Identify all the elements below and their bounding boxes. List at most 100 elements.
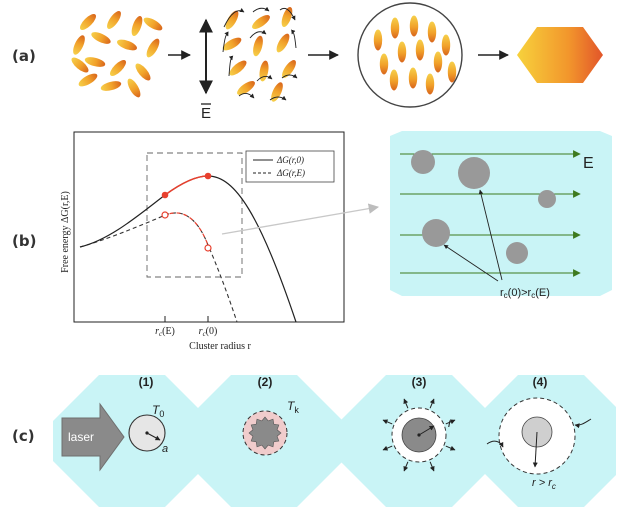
random-rod-7 bbox=[146, 38, 160, 58]
legend-label-dashed: ΔG(r,E) bbox=[276, 168, 305, 178]
panel-b-inset: E rc(0)>rc(E) bbox=[390, 131, 612, 300]
cluster-1 bbox=[411, 150, 435, 174]
laser-label: laser bbox=[68, 430, 94, 444]
aligned-rod-13 bbox=[447, 61, 457, 83]
step-3-number: (3) bbox=[412, 375, 427, 389]
random-rod-13 bbox=[127, 78, 141, 98]
rotating-rod-11 bbox=[271, 82, 283, 102]
rotation-arrow-9 bbox=[281, 73, 298, 79]
rotating-rod-1 bbox=[225, 10, 239, 30]
tick-label-rcE: rc(E) bbox=[155, 326, 175, 338]
step-2-number: (2) bbox=[258, 375, 273, 389]
aligned-rod-1 bbox=[373, 29, 383, 51]
expansion-arrow-4 bbox=[382, 445, 393, 451]
rotation-arrow-6 bbox=[291, 29, 297, 49]
aligned-rod-8 bbox=[415, 39, 425, 61]
inset-background bbox=[390, 131, 612, 296]
step-1-number: (1) bbox=[139, 375, 154, 389]
rotating-rod-2 bbox=[252, 15, 270, 29]
rotation-arrow-7 bbox=[228, 55, 234, 77]
random-rod-2 bbox=[107, 11, 121, 29]
rotating-rod-7 bbox=[229, 60, 247, 76]
expansion-arrow-7 bbox=[429, 398, 435, 409]
radius-pointer-2 bbox=[443, 244, 499, 282]
radius-pointer-1 bbox=[478, 189, 503, 281]
step-3-radius bbox=[418, 425, 435, 436]
aligned-rod-11 bbox=[408, 67, 418, 89]
random-rod-6 bbox=[117, 39, 137, 51]
rotation-arrow-3 bbox=[279, 7, 296, 21]
step-4-inflow-right bbox=[574, 418, 592, 429]
aligned-rod-9 bbox=[433, 51, 443, 73]
aligned-rod-2 bbox=[390, 17, 400, 39]
aligned-rod-6 bbox=[379, 53, 389, 75]
random-rod-11 bbox=[135, 63, 151, 81]
rotating-rod-6 bbox=[276, 33, 290, 53]
point-rcE-open bbox=[161, 211, 169, 219]
random-rod-15 bbox=[143, 17, 163, 31]
hexagonal-crystal bbox=[517, 27, 603, 83]
rotation-arrow-10 bbox=[238, 93, 255, 99]
random-rod-9 bbox=[110, 60, 126, 76]
step-4-condition: r > rc bbox=[532, 477, 556, 491]
field-label-a: E bbox=[201, 105, 211, 122]
point-rc0-open bbox=[204, 244, 212, 252]
panel-label-b: (b) bbox=[12, 232, 36, 250]
random-rods bbox=[71, 11, 163, 98]
step-1-temperature: T0 bbox=[152, 403, 164, 419]
expansion-arrow-3 bbox=[403, 461, 409, 472]
panel-label-a: (a) bbox=[12, 47, 36, 65]
step-4-radius bbox=[532, 431, 538, 468]
random-rod-8 bbox=[84, 57, 106, 67]
laser-arrow bbox=[61, 402, 125, 472]
random-rod-1 bbox=[80, 14, 96, 30]
panel-b-graph: rc(E) rc(0) Cluster radius r Free energy… bbox=[60, 131, 345, 352]
aligned-rods bbox=[373, 15, 457, 95]
expansion-arrow-8 bbox=[445, 419, 456, 425]
curve-dG-0-red-segment bbox=[164, 175, 209, 196]
step-2-melting-particle bbox=[248, 416, 282, 450]
random-rod-4 bbox=[91, 32, 111, 44]
tick-label-rc0: rc(0) bbox=[199, 326, 218, 338]
critical-radius-annotation: rc(0)>rc(E) bbox=[500, 287, 550, 300]
point-rc0-solid bbox=[204, 172, 212, 180]
step-4-inflow-left bbox=[486, 440, 504, 448]
legend: ΔG(r,0) ΔG(r,E) bbox=[245, 150, 335, 183]
rotation-arrow-5 bbox=[249, 29, 267, 39]
x-axis-label: Cluster radius r bbox=[189, 341, 251, 352]
random-rod-12 bbox=[100, 81, 122, 91]
cluster-4 bbox=[422, 219, 450, 247]
curve-dG-E bbox=[79, 212, 238, 323]
step-1-radius-label: a bbox=[162, 443, 168, 455]
expansion-arrow-2 bbox=[429, 461, 435, 472]
rotating-rod-4 bbox=[222, 37, 242, 51]
rotating-rods bbox=[222, 6, 298, 102]
rotation-arrow-1 bbox=[223, 7, 245, 28]
random-rod-3 bbox=[131, 16, 143, 36]
rotation-arrow-8 bbox=[256, 74, 273, 82]
zoom-connector-arrow bbox=[221, 203, 380, 235]
rotation-arrow-11 bbox=[269, 95, 287, 101]
graph-frame bbox=[73, 131, 345, 323]
point-rcE-solid bbox=[161, 191, 169, 199]
aligned-rod-12 bbox=[425, 73, 435, 95]
expansion-arrow-5 bbox=[382, 419, 393, 425]
rotating-rod-9 bbox=[282, 60, 296, 78]
expansion-arrow-1 bbox=[445, 445, 456, 451]
rotation-arrow-2 bbox=[252, 6, 270, 13]
step-1-radius bbox=[146, 432, 161, 441]
curve-dG-E-red-segment bbox=[162, 212, 209, 246]
legend-label-solid: ΔG(r,0) bbox=[276, 155, 304, 165]
y-axis-label: Free energy ΔG(r,E) bbox=[60, 191, 71, 273]
curve-dG-0 bbox=[79, 175, 297, 323]
rotating-rod-10 bbox=[237, 81, 255, 95]
rotating-rod-5 bbox=[253, 35, 263, 57]
expansion-arrow-6 bbox=[403, 398, 409, 409]
zoom-box bbox=[146, 152, 243, 278]
step-3-expansion-arrows bbox=[382, 398, 456, 472]
panel-label-c: (c) bbox=[12, 427, 35, 445]
step-2-temperature: Tk bbox=[287, 399, 299, 415]
cluster-3 bbox=[538, 190, 556, 208]
rotation-arrow-4 bbox=[222, 31, 229, 53]
